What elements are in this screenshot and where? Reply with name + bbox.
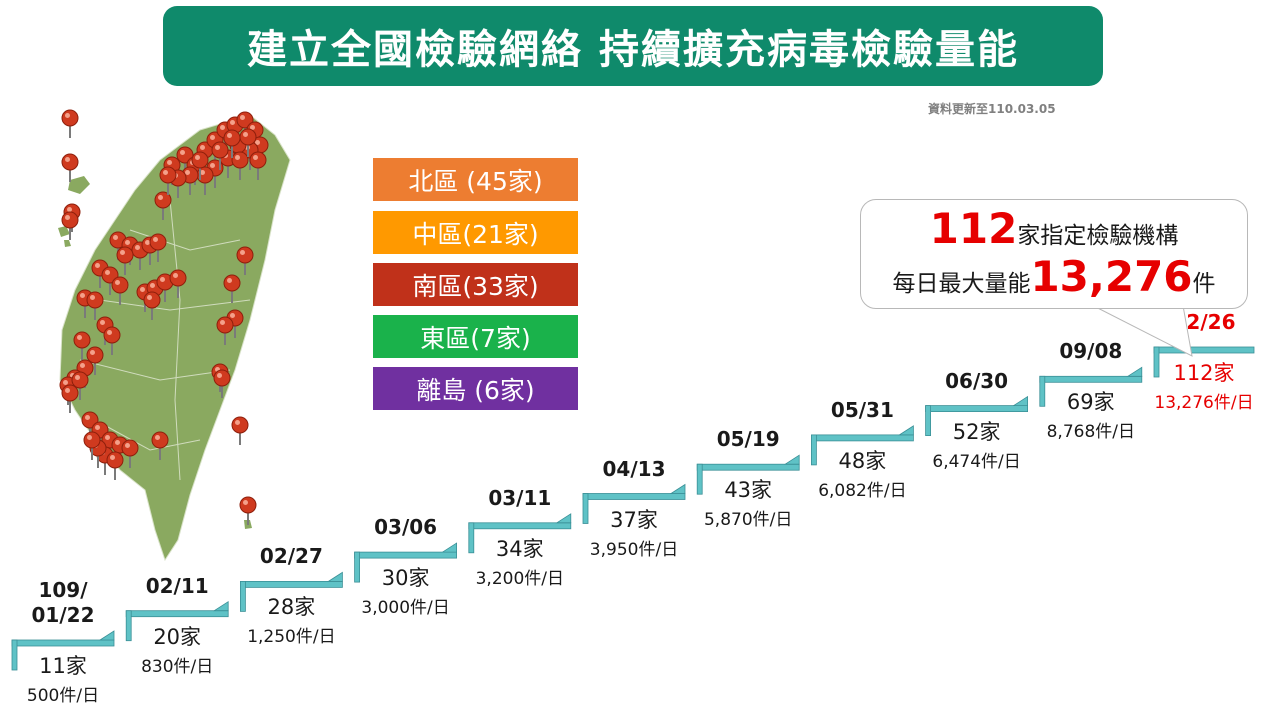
timeline-step (582, 483, 686, 524)
map-pin-icon (216, 316, 234, 345)
map-pin-icon (159, 166, 177, 195)
map-pin-icon (151, 431, 169, 460)
callout-box: 112家指定檢驗機構 每日最大量能13,276件 (860, 199, 1248, 309)
map-pin-icon (61, 384, 79, 413)
timeline-capacity: 6,082件/日 (818, 480, 907, 501)
callout-count-suffix: 家指定檢驗機構 (1017, 223, 1179, 249)
timeline-count: 11家 (39, 654, 87, 678)
timeline-count: 37家 (610, 507, 658, 532)
timeline-step (811, 425, 914, 466)
timeline-date: 09/08 (1059, 339, 1123, 364)
page-title: 建立全國檢驗網絡 持續擴充病毒檢驗量能 (247, 27, 1019, 73)
map-pin-icon (83, 431, 101, 460)
map-pin-icon (103, 326, 121, 355)
timeline-count: 30家 (381, 566, 430, 591)
timeline-capacity: 1,250件/日 (247, 627, 336, 648)
timeline-capacity: 500件/日 (26, 686, 100, 706)
timeline-date: 02/27 (259, 544, 323, 569)
map-pin-icon (154, 191, 172, 220)
penghu-islands (58, 176, 90, 247)
timeline-step (696, 454, 800, 495)
map-pin-icon (231, 151, 249, 180)
timeline-count: 69家 (1066, 390, 1115, 415)
region-east: 東區(7家) (373, 315, 578, 358)
map-pin-icon (111, 276, 129, 305)
timeline-capacity: 3,200件/日 (475, 568, 564, 589)
region-south: 南區(33家) (373, 263, 578, 306)
region-central: 中區(21家) (373, 211, 578, 254)
map-pin-icon (143, 291, 161, 320)
map-pin-icon (191, 151, 209, 180)
update-date: 資料更新至110.03.05 (928, 102, 1056, 116)
hospital-pin-icons (59, 109, 269, 525)
map-pin-icon (61, 153, 79, 182)
timeline-count: 48家 (838, 448, 887, 473)
timeline-capacity: 5,870件/日 (703, 510, 793, 531)
callout-capacity: 13,276 (1030, 252, 1193, 301)
timeline-date: 03/06 (374, 515, 438, 540)
timeline-step (354, 542, 458, 583)
timeline-capacity: 830件/日 (141, 656, 214, 677)
title-banner: 建立全國檢驗網絡 持續擴充病毒檢驗量能 (163, 6, 1103, 86)
timeline-step (11, 630, 115, 671)
taiwan-map (58, 109, 291, 562)
map-pin-icon (213, 369, 231, 398)
timeline-count: 52家 (952, 419, 1001, 444)
map-pin-icon (91, 259, 109, 288)
map-pin-icon (211, 141, 229, 170)
timeline-capacity: 3,950件/日 (589, 539, 679, 560)
map-pin-icon (223, 274, 241, 303)
timeline-capacity: 3,000件/日 (361, 598, 450, 619)
timeline-capacity: 6,474件/日 (932, 451, 1021, 472)
map-pin-icon (86, 346, 104, 375)
map-pin-icon (121, 439, 139, 468)
map-pin-icon (223, 129, 241, 158)
region-islands: 離島 (6家) (373, 367, 578, 410)
timeline-step (125, 600, 229, 642)
timeline-date: 05/19 (716, 427, 780, 452)
map-pin-icon (71, 371, 89, 400)
timeline-date: 05/31 (830, 397, 894, 422)
timeline-step (1153, 346, 1255, 378)
callout-capacity-prefix: 每日最大量能 (892, 271, 1031, 297)
region-north: 北區 (45家) (373, 158, 578, 201)
map-pin-icon (249, 151, 267, 180)
callout-count: 112 (929, 204, 1018, 253)
timeline-capacity: 13,276件/日 (1154, 393, 1254, 413)
timeline-count: 28家 (267, 595, 316, 620)
map-pin-icon (231, 416, 249, 445)
timeline-count: 43家 (724, 478, 773, 503)
timeline-date: 06/30 (945, 368, 1009, 393)
map-pin-icon (239, 496, 257, 525)
timeline-date: 03/11 (488, 485, 552, 510)
map-pin-icon (116, 246, 134, 275)
timeline-step (239, 571, 343, 612)
map-pin-icon (73, 331, 91, 360)
timeline-count: 20家 (153, 624, 202, 649)
map-pin-icon (236, 246, 254, 275)
callout-capacity-suffix: 件 (1192, 271, 1216, 297)
timeline-date: 04/13 (602, 456, 666, 481)
timeline-step (468, 513, 572, 554)
timeline-count: 34家 (495, 536, 544, 561)
timeline-step (925, 395, 1028, 437)
map-pin-icon (149, 233, 167, 262)
map-pin-icon (239, 128, 257, 157)
map-pin-icon (86, 291, 104, 320)
timeline-capacity: 8,768件/日 (1046, 422, 1135, 443)
timeline-date: 02/11 (145, 573, 209, 598)
timeline-step (1039, 366, 1143, 407)
timeline-date: 109/01/22 (31, 578, 95, 627)
timeline-count: 112家 (1173, 361, 1235, 385)
map-pin-icon (61, 211, 79, 240)
map-pin-icon (61, 109, 79, 138)
map-pin-icon (106, 451, 124, 480)
map-pin-icon (169, 269, 187, 298)
